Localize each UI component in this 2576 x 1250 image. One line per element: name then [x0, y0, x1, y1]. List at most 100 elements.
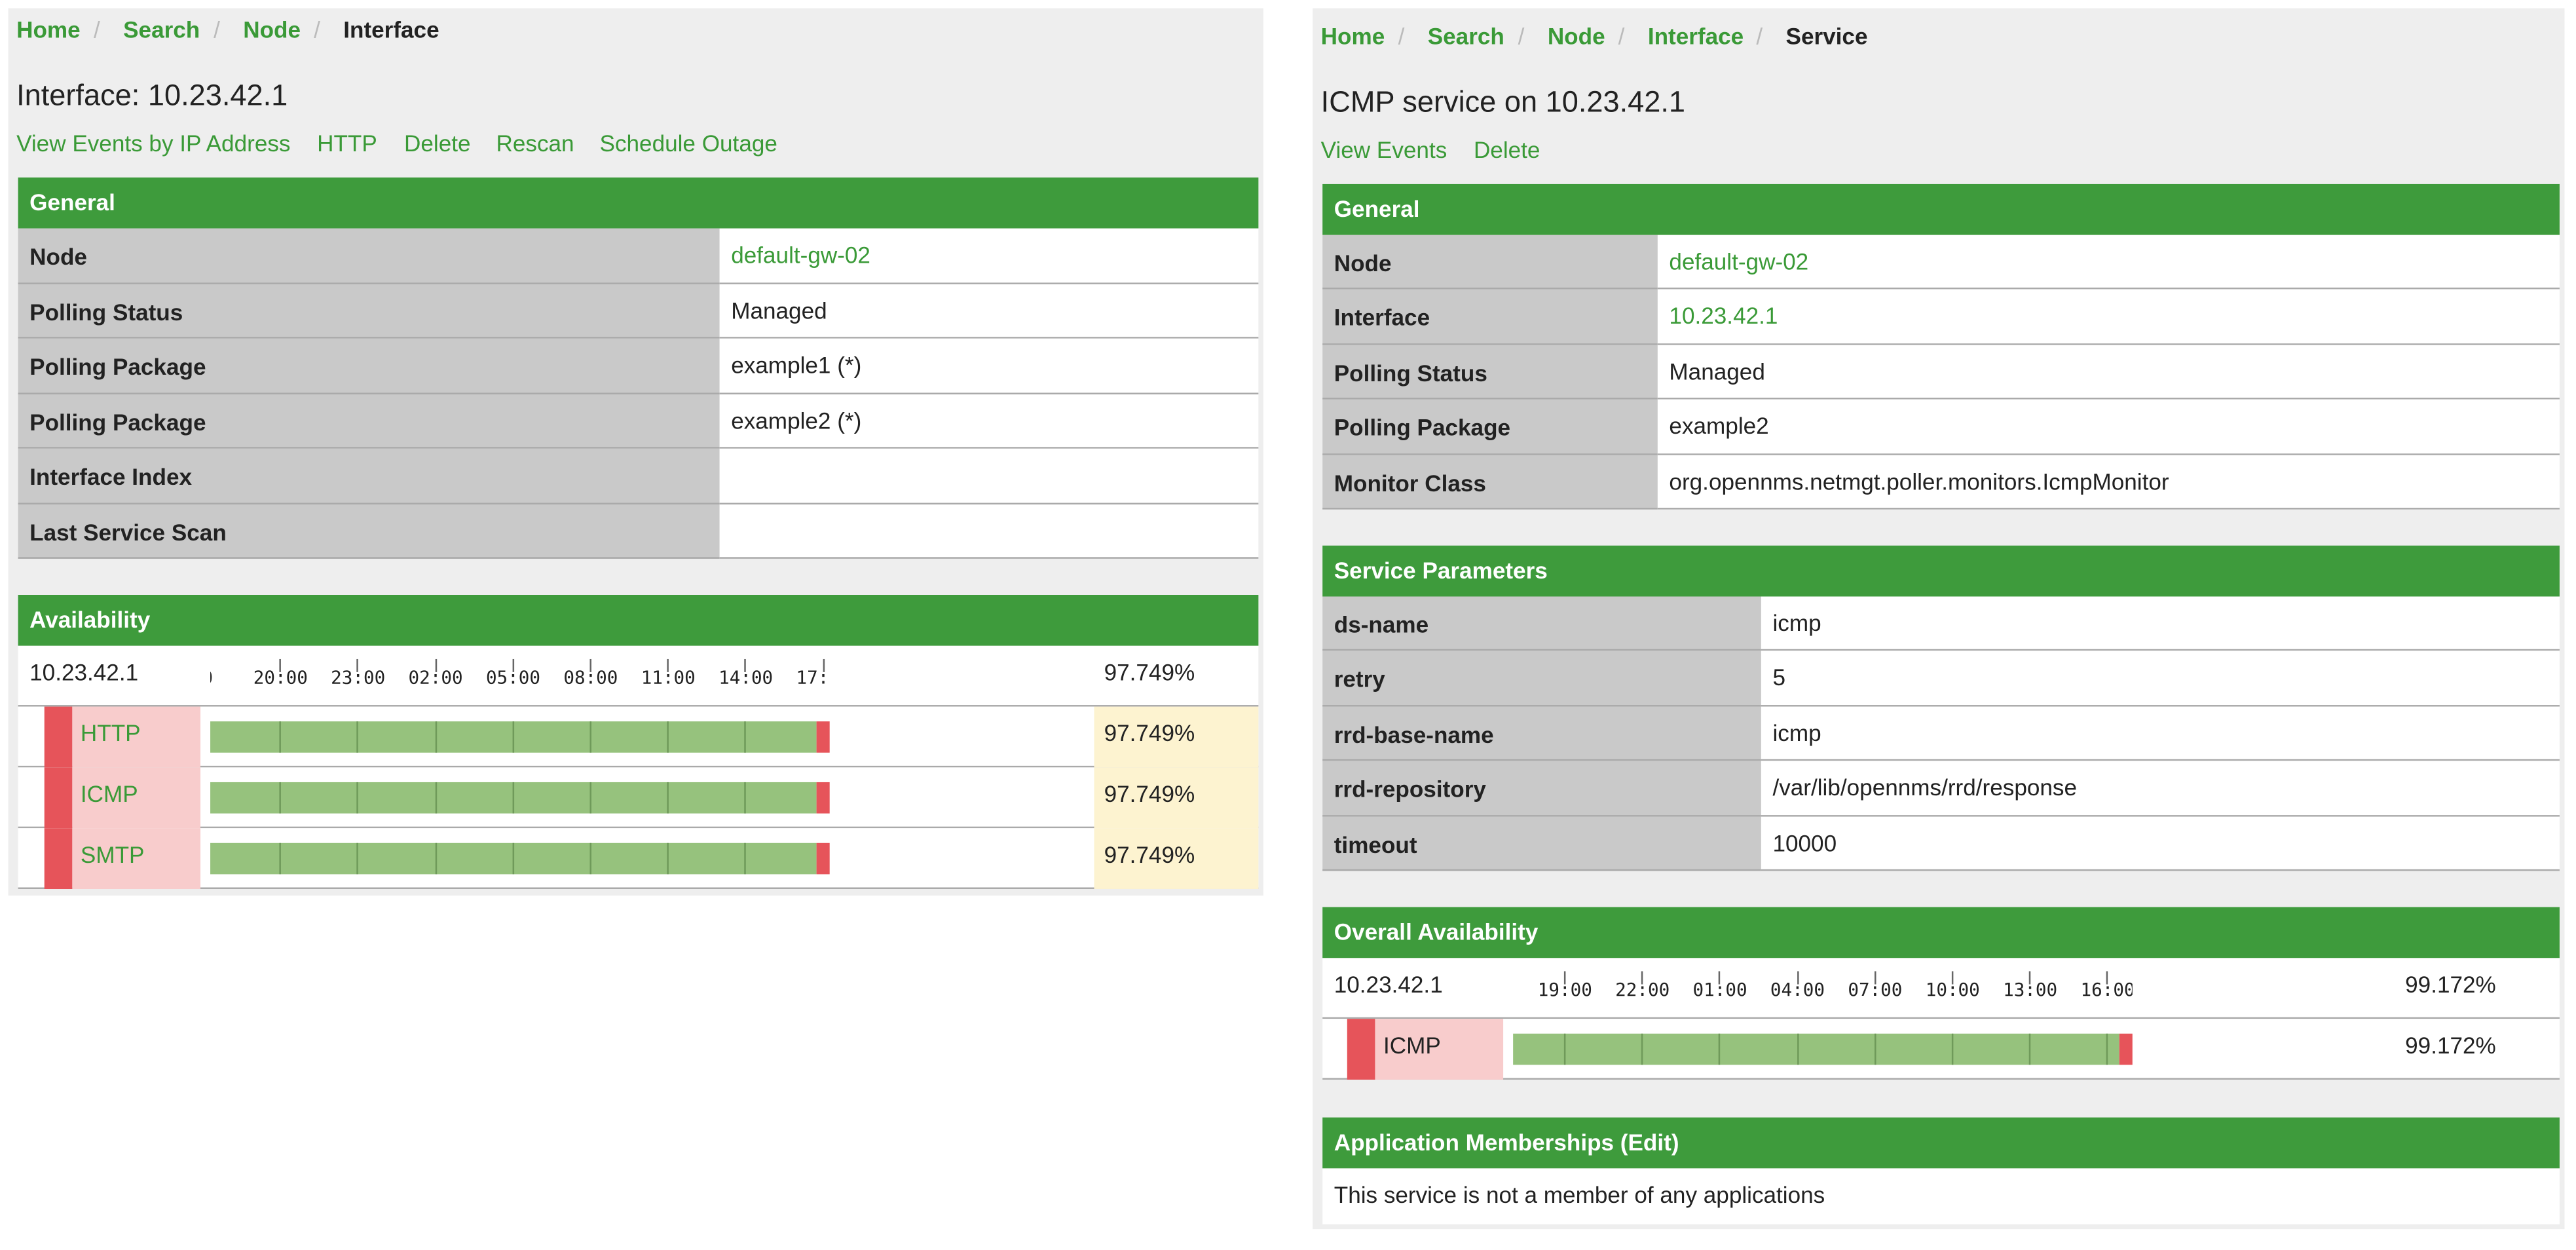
- tick-mark: [1719, 971, 1721, 985]
- breadcrumb-item[interactable]: Home: [16, 16, 81, 43]
- breadcrumb-sep: /: [1618, 23, 1625, 50]
- service-name[interactable]: HTTP: [80, 719, 141, 746]
- row-label: Node: [1322, 235, 1658, 290]
- avail-row: [18, 645, 1259, 707]
- service-percent: 97.749%: [1104, 719, 1195, 746]
- row-label: rrd-base-name: [1322, 706, 1761, 761]
- interface-label: 10.23.42.1: [29, 658, 139, 685]
- breadcrumb-sep: /: [1518, 23, 1525, 50]
- row-label: Interface: [1322, 290, 1658, 345]
- service-cell: [72, 706, 201, 768]
- service-percent: 97.749%: [1104, 780, 1195, 807]
- tick-clip: 0020:0023:0002:0005:0008:0011:0014:0017:…: [210, 658, 830, 695]
- section-header: General: [18, 177, 1259, 229]
- action-link[interactable]: View Events: [1320, 136, 1447, 163]
- row-label: Interface Index: [18, 448, 720, 504]
- breadcrumb-item[interactable]: Node: [1547, 23, 1605, 50]
- bar-red: [2119, 1033, 2133, 1065]
- action-link[interactable]: View Events by IP Address: [16, 130, 291, 157]
- interface-label: 10.23.42.1: [1334, 971, 1443, 998]
- page-title: Interface: 10.23.42.1: [16, 79, 288, 112]
- bar-tick: [1874, 1033, 1876, 1065]
- action-link[interactable]: Rescan: [496, 130, 574, 157]
- row-value: example2 (*): [719, 393, 1259, 449]
- breadcrumb-item: Interface: [343, 16, 439, 43]
- bar-tick: [2029, 1033, 2031, 1065]
- row-value: icmp: [1761, 596, 2560, 652]
- service-name: ICMP: [1383, 1032, 1441, 1059]
- row-value: example1 (*): [719, 338, 1259, 394]
- status-strip: [44, 767, 73, 829]
- breadcrumb-item[interactable]: Interface: [1647, 23, 1744, 50]
- time-tick: 00: [210, 667, 229, 689]
- bar-tick: [667, 721, 669, 753]
- bar-tick: [279, 843, 282, 875]
- service-cell: [72, 767, 201, 829]
- breadcrumb-sep: /: [314, 16, 320, 43]
- row-label: rrd-repository: [1322, 761, 1761, 816]
- action-link[interactable]: Schedule Outage: [599, 130, 777, 157]
- bar-tick: [1797, 1033, 1799, 1065]
- breadcrumb-item[interactable]: Search: [1427, 23, 1504, 50]
- breadcrumb-item[interactable]: Search: [123, 16, 200, 43]
- bar-tick: [357, 843, 359, 875]
- status-strip: [44, 706, 73, 768]
- avail-row: [1322, 958, 2560, 1019]
- tick-mark: [1797, 971, 1799, 985]
- row-value[interactable]: 10.23.42.1: [1657, 290, 2560, 345]
- row-value[interactable]: default-gw-02: [1657, 235, 2560, 290]
- bar-tick: [745, 721, 747, 753]
- tick-mark: [1874, 971, 1876, 985]
- tick-mark: [512, 658, 514, 672]
- row-value: Managed: [719, 283, 1259, 339]
- action-link[interactable]: Delete: [1473, 136, 1540, 163]
- bar-tick: [667, 843, 669, 875]
- percent-cell: [1094, 767, 1259, 829]
- row-label: Node: [18, 228, 720, 284]
- section-header[interactable]: Application Memberships (Edit): [1322, 1117, 2560, 1169]
- row-label: retry: [1322, 651, 1761, 707]
- percent-cell: [1094, 706, 1259, 768]
- service-cell: [72, 828, 201, 889]
- row-label: Polling Package: [18, 393, 720, 449]
- bar-tick: [589, 782, 591, 814]
- bar-tick: [434, 782, 437, 814]
- time-tick: 17:00: [796, 667, 830, 689]
- tick-mark: [1563, 971, 1566, 985]
- breadcrumb-item[interactable]: Node: [243, 16, 301, 43]
- bar-tick: [589, 843, 591, 875]
- service-name[interactable]: ICMP: [80, 780, 138, 807]
- breadcrumb-item[interactable]: Home: [1320, 23, 1385, 50]
- tick-mark: [667, 658, 669, 672]
- row-value: /var/lib/opennms/rrd/response: [1761, 761, 2560, 816]
- bar-tick: [1719, 1033, 1721, 1065]
- bar-tick: [512, 843, 514, 875]
- tick-mark: [2029, 971, 2031, 985]
- bar-red: [816, 782, 830, 814]
- bar-tick: [512, 721, 514, 753]
- section-header: Availability: [18, 595, 1259, 646]
- service-name[interactable]: SMTP: [80, 841, 145, 868]
- breadcrumb-sep: /: [1756, 23, 1763, 50]
- action-link[interactable]: Delete: [404, 130, 471, 157]
- row-label: Last Service Scan: [18, 503, 720, 559]
- action-link[interactable]: HTTP: [317, 130, 377, 157]
- bar-tick: [2106, 1033, 2109, 1065]
- breadcrumb-item: Service: [1785, 23, 1868, 50]
- bar-tick: [357, 782, 359, 814]
- row-value: [719, 503, 1259, 559]
- tick-mark: [745, 658, 747, 672]
- bar-tick: [357, 721, 359, 753]
- tick-mark: [357, 658, 359, 672]
- bar-tick: [667, 782, 669, 814]
- service-percent: 99.172%: [2405, 1032, 2496, 1059]
- row-value: 10000: [1761, 816, 2560, 871]
- tick-clip: 19:00 22:00 01:00 04:00 07:00 10:00 13:00 16:00: [1513, 971, 2133, 1007]
- time-tick: 16:00: [2080, 979, 2133, 1001]
- row-value[interactable]: default-gw-02: [719, 228, 1259, 284]
- section-text: This service is not a member of any appl…: [1322, 1168, 2560, 1224]
- section-header: Overall Availability: [1322, 907, 2560, 958]
- service-percent: 97.749%: [1104, 841, 1195, 868]
